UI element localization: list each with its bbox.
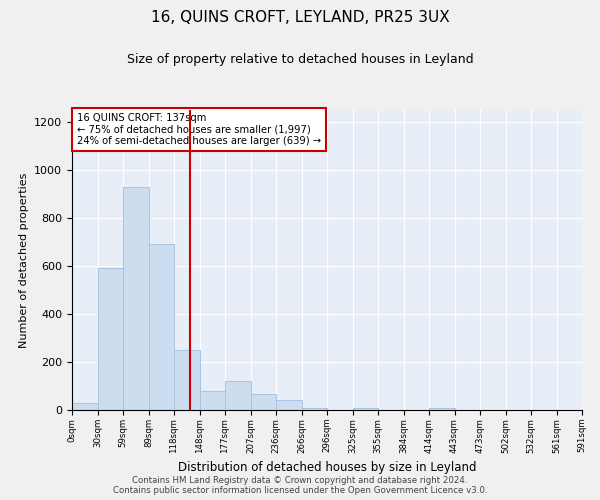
Bar — [174, 350, 199, 410]
Bar — [251, 394, 276, 410]
Bar — [353, 408, 378, 410]
Bar — [225, 381, 251, 410]
X-axis label: Distribution of detached houses by size in Leyland: Distribution of detached houses by size … — [178, 461, 476, 474]
Bar — [149, 244, 174, 410]
Bar — [429, 408, 455, 410]
Y-axis label: Number of detached properties: Number of detached properties — [19, 172, 29, 348]
Bar — [302, 408, 327, 410]
Text: 16, QUINS CROFT, LEYLAND, PR25 3UX: 16, QUINS CROFT, LEYLAND, PR25 3UX — [151, 10, 449, 25]
Bar — [276, 400, 302, 410]
Bar — [199, 392, 225, 410]
Text: 16 QUINS CROFT: 137sqm
← 75% of detached houses are smaller (1,997)
24% of semi-: 16 QUINS CROFT: 137sqm ← 75% of detached… — [77, 113, 321, 146]
Bar — [72, 403, 97, 410]
Bar — [123, 187, 149, 410]
Text: Size of property relative to detached houses in Leyland: Size of property relative to detached ho… — [127, 52, 473, 66]
Bar — [97, 268, 123, 410]
Text: Contains HM Land Registry data © Crown copyright and database right 2024.
Contai: Contains HM Land Registry data © Crown c… — [113, 476, 487, 495]
